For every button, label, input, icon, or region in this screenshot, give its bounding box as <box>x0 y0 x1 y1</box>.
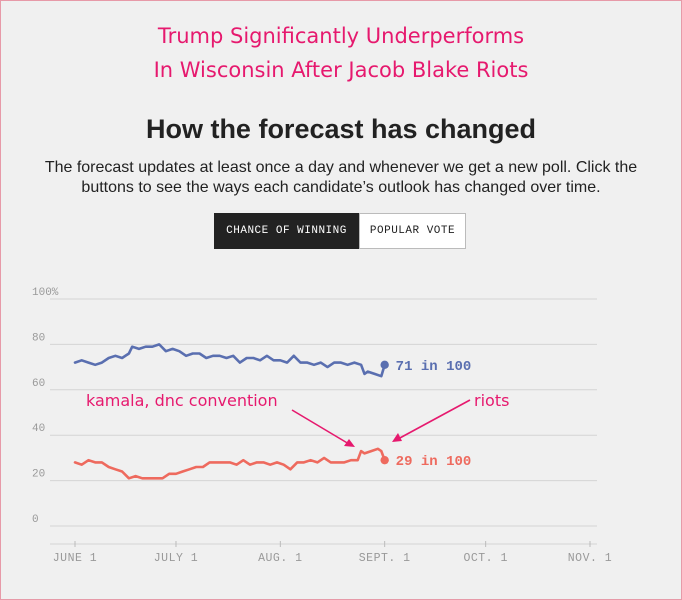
chart-annotations: kamala, dnc convention riots <box>86 391 509 447</box>
x-tick-label: JULY 1 <box>154 552 198 565</box>
y-tick-label: 60 <box>32 378 45 390</box>
riots-arrow-line <box>397 399 471 440</box>
series-end-point <box>380 360 389 370</box>
series-end-point <box>380 455 389 465</box>
convention-annotation: kamala, dnc convention <box>86 391 278 410</box>
series-end-label: 29 in 100 <box>396 454 472 470</box>
chance-of-winning-button[interactable]: CHANCE OF WINNING <box>214 213 359 249</box>
x-tick-label: JUNE 1 <box>53 552 97 565</box>
y-tick-label: 20 <box>32 469 45 481</box>
y-tick-label: 0 <box>32 514 39 526</box>
convention-arrow-head <box>344 439 355 447</box>
riots-arrow-head <box>392 433 402 442</box>
x-tick-label: OCT. 1 <box>463 552 507 565</box>
chart-grid: 100% 80 60 40 20 0 <box>32 287 597 527</box>
convention-arrow-line <box>291 409 350 445</box>
forecast-description: The forecast updates at least once a day… <box>44 159 638 196</box>
series-line <box>73 343 387 378</box>
x-axis: JUNE 1 JULY 1 AUG. 1 SEPT. 1 OCT. 1 NOV. 1 <box>50 541 612 565</box>
annotation-title-line2: In Wisconsin After Jacob Blake Riots <box>153 58 529 82</box>
series-line <box>73 447 387 480</box>
riots-annotation: riots <box>474 391 509 410</box>
x-tick-label: NOV. 1 <box>568 552 612 565</box>
page-title: How the forecast has changed <box>145 114 537 144</box>
y-tick-label: 40 <box>32 423 45 435</box>
popular-vote-button[interactable]: POPULAR VOTE <box>359 213 466 249</box>
y-tick-label: 100% <box>32 287 59 299</box>
x-tick-label: SEPT. 1 <box>359 552 411 565</box>
x-tick-label: AUG. 1 <box>258 552 302 565</box>
y-tick-label: 80 <box>32 332 45 344</box>
chart-series: 71 in 100 29 in 100 <box>73 343 472 480</box>
annotation-title-line1: Trump Significantly Underperforms <box>157 24 525 48</box>
series-end-label: 71 in 100 <box>396 359 472 375</box>
